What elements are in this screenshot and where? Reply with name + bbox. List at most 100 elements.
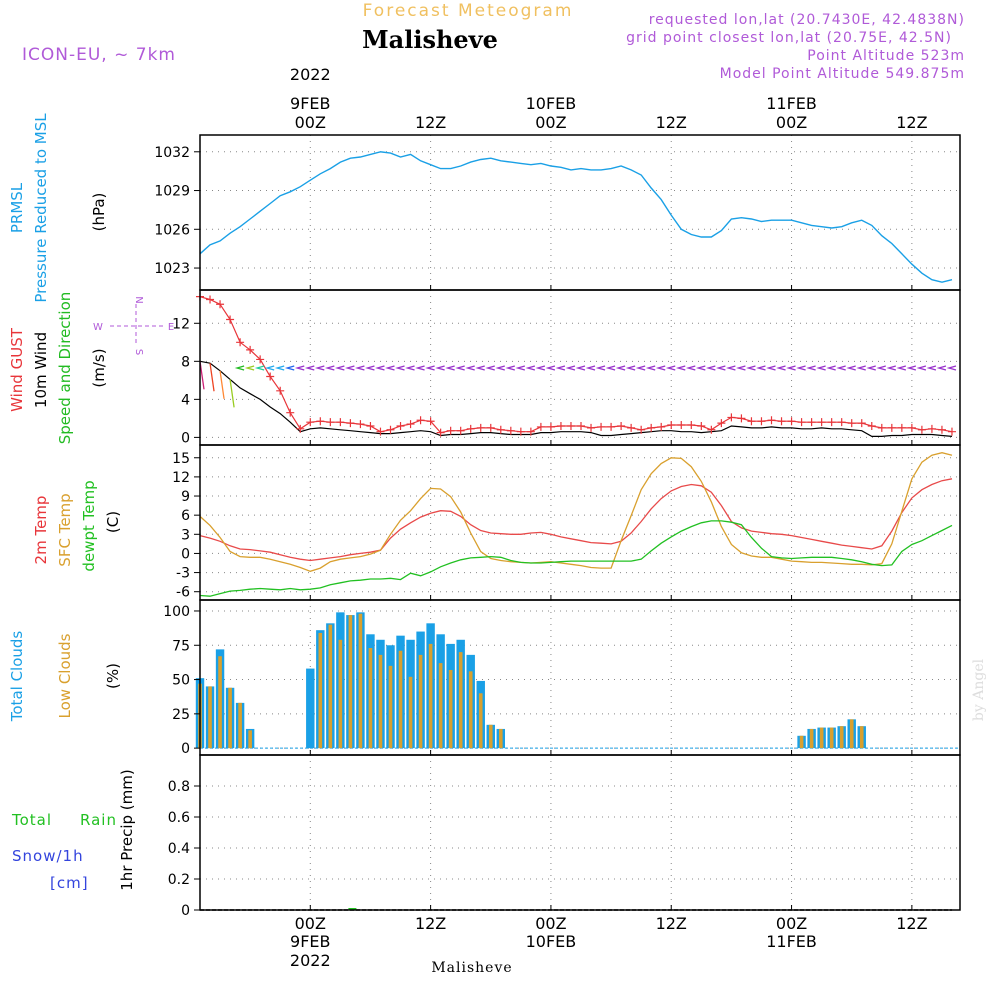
panel-frame bbox=[199, 134, 961, 291]
model-altitude: Model Point Altitude 549.875m bbox=[720, 66, 965, 82]
wind-direction-arrow bbox=[906, 365, 917, 371]
ytick-label: 75 bbox=[172, 638, 190, 654]
top-time-label: 00Z bbox=[776, 113, 807, 132]
wind-direction-arrow bbox=[565, 365, 576, 371]
temp-2m-series-line bbox=[199, 478, 953, 562]
total-clouds-label: Total Clouds bbox=[8, 631, 26, 723]
wind-direction-label: Speed and Direction bbox=[56, 292, 74, 445]
low-cloud-bar bbox=[829, 727, 834, 749]
gust-point bbox=[366, 421, 375, 430]
ytick-label: 0 bbox=[181, 546, 190, 562]
temp-dewpt-label: dewpt Temp bbox=[80, 480, 98, 571]
gust-point bbox=[697, 421, 706, 430]
frame-layer bbox=[194, 134, 961, 911]
precip-total-label: Total bbox=[11, 811, 52, 829]
low-cloud-bar bbox=[208, 686, 212, 749]
low-cloud-bar bbox=[859, 726, 864, 749]
wind-direction-arrow bbox=[665, 365, 676, 371]
wind-direction-arrow bbox=[229, 379, 235, 408]
wind-direction-arrow bbox=[856, 365, 866, 371]
gust-point bbox=[917, 425, 926, 434]
gust-point bbox=[516, 427, 525, 436]
wind-direction-arrow bbox=[796, 365, 806, 371]
gust-point bbox=[466, 424, 475, 433]
low-clouds-label: Low Clouds bbox=[56, 633, 74, 718]
wind-direction-arrow bbox=[314, 365, 325, 371]
low-cloud-bar bbox=[839, 726, 844, 749]
ytick-label: 0 bbox=[181, 903, 190, 919]
credit-watermark: by Angel bbox=[971, 658, 987, 721]
wind-direction-arrow bbox=[555, 365, 566, 371]
gust-point bbox=[396, 421, 405, 430]
gust-point bbox=[316, 417, 325, 426]
wind-direction-arrow bbox=[475, 365, 485, 371]
low-cloud-bar bbox=[849, 719, 854, 749]
gust-point bbox=[426, 417, 435, 426]
wind-direction-arrow bbox=[896, 365, 907, 371]
top-time-label: 2022 bbox=[290, 65, 331, 84]
gust-point bbox=[857, 419, 866, 428]
compass-west: W bbox=[93, 322, 103, 333]
top-time-label: 00Z bbox=[535, 113, 566, 132]
wind-direction-arrow bbox=[846, 365, 856, 371]
gust-point bbox=[827, 418, 836, 427]
low-cloud-bar bbox=[368, 648, 373, 749]
wind-direction-arrow bbox=[304, 365, 315, 371]
gust-point bbox=[907, 423, 916, 432]
data-layer bbox=[196, 152, 960, 911]
ytick-label: 1023 bbox=[154, 261, 190, 277]
y-tick-labels: 1023 1026 1029 1032 0 4 8 12 -6 -3 0 3 6 9 12 15 0 25 50 75… bbox=[154, 145, 190, 919]
requested-coordinates: requested lon,lat (20.7430E, 42.4838N) bbox=[649, 12, 965, 28]
temp-sfc-series-line bbox=[199, 452, 953, 572]
wind-direction-arrow bbox=[685, 365, 696, 371]
low-cloud-bar bbox=[248, 730, 252, 749]
wind-10m-label: 10m Wind bbox=[32, 332, 50, 408]
wind-direction-arrow bbox=[726, 365, 736, 371]
top-time-label: 12Z bbox=[415, 113, 446, 132]
ytick-label: 0.6 bbox=[168, 810, 190, 826]
gust-point bbox=[687, 421, 696, 430]
low-cloud-bar bbox=[238, 702, 242, 749]
gust-point bbox=[627, 423, 636, 432]
low-cloud-bar bbox=[348, 615, 353, 749]
gust-point bbox=[546, 422, 555, 431]
ytick-label: 12 bbox=[172, 470, 190, 486]
low-cloud-bar bbox=[218, 656, 222, 749]
wind-direction-arrow bbox=[635, 365, 646, 371]
wind-direction-arrow bbox=[786, 365, 796, 371]
wind-direction-arrow bbox=[716, 365, 726, 371]
total-cloud-bar bbox=[306, 668, 315, 749]
wind-direction-arrow bbox=[274, 365, 285, 371]
ytick-label: 9 bbox=[181, 489, 190, 505]
grid-layer bbox=[200, 135, 960, 911]
top-time-label: 9FEB bbox=[290, 94, 330, 113]
gust-point bbox=[296, 424, 305, 433]
wind-direction-arrow bbox=[605, 365, 616, 371]
wind-labels: Wind GUST 10m Wind Speed and Direction (… bbox=[8, 292, 174, 445]
wind-direction-arrow bbox=[244, 365, 255, 371]
wind-direction-arrow bbox=[435, 365, 445, 371]
ytick-label: 3 bbox=[181, 527, 190, 543]
ytick-label: 0.4 bbox=[168, 841, 190, 857]
wind-direction-arrow bbox=[866, 365, 876, 371]
gust-point bbox=[406, 420, 415, 429]
gust-point bbox=[667, 421, 676, 430]
gust-point bbox=[236, 338, 245, 347]
gust-point bbox=[767, 416, 776, 425]
gust-point bbox=[657, 422, 666, 431]
ytick-label: 8 bbox=[181, 354, 190, 370]
wind-direction-arrow bbox=[455, 365, 465, 371]
gust-point bbox=[947, 427, 956, 436]
top-time-label: 00Z bbox=[295, 113, 326, 132]
low-cloud-bar bbox=[819, 727, 824, 749]
low-cloud-bar bbox=[398, 650, 403, 749]
wind-direction-arrow bbox=[625, 365, 636, 371]
gust-point bbox=[216, 300, 225, 309]
low-cloud-bar bbox=[388, 665, 393, 749]
cloud-unit: (%) bbox=[104, 663, 122, 689]
wind-direction-arrow bbox=[425, 365, 435, 371]
low-cloud-bar bbox=[799, 735, 804, 749]
top-time-label: 11FEB bbox=[766, 94, 817, 113]
low-cloud-bar bbox=[338, 639, 343, 749]
